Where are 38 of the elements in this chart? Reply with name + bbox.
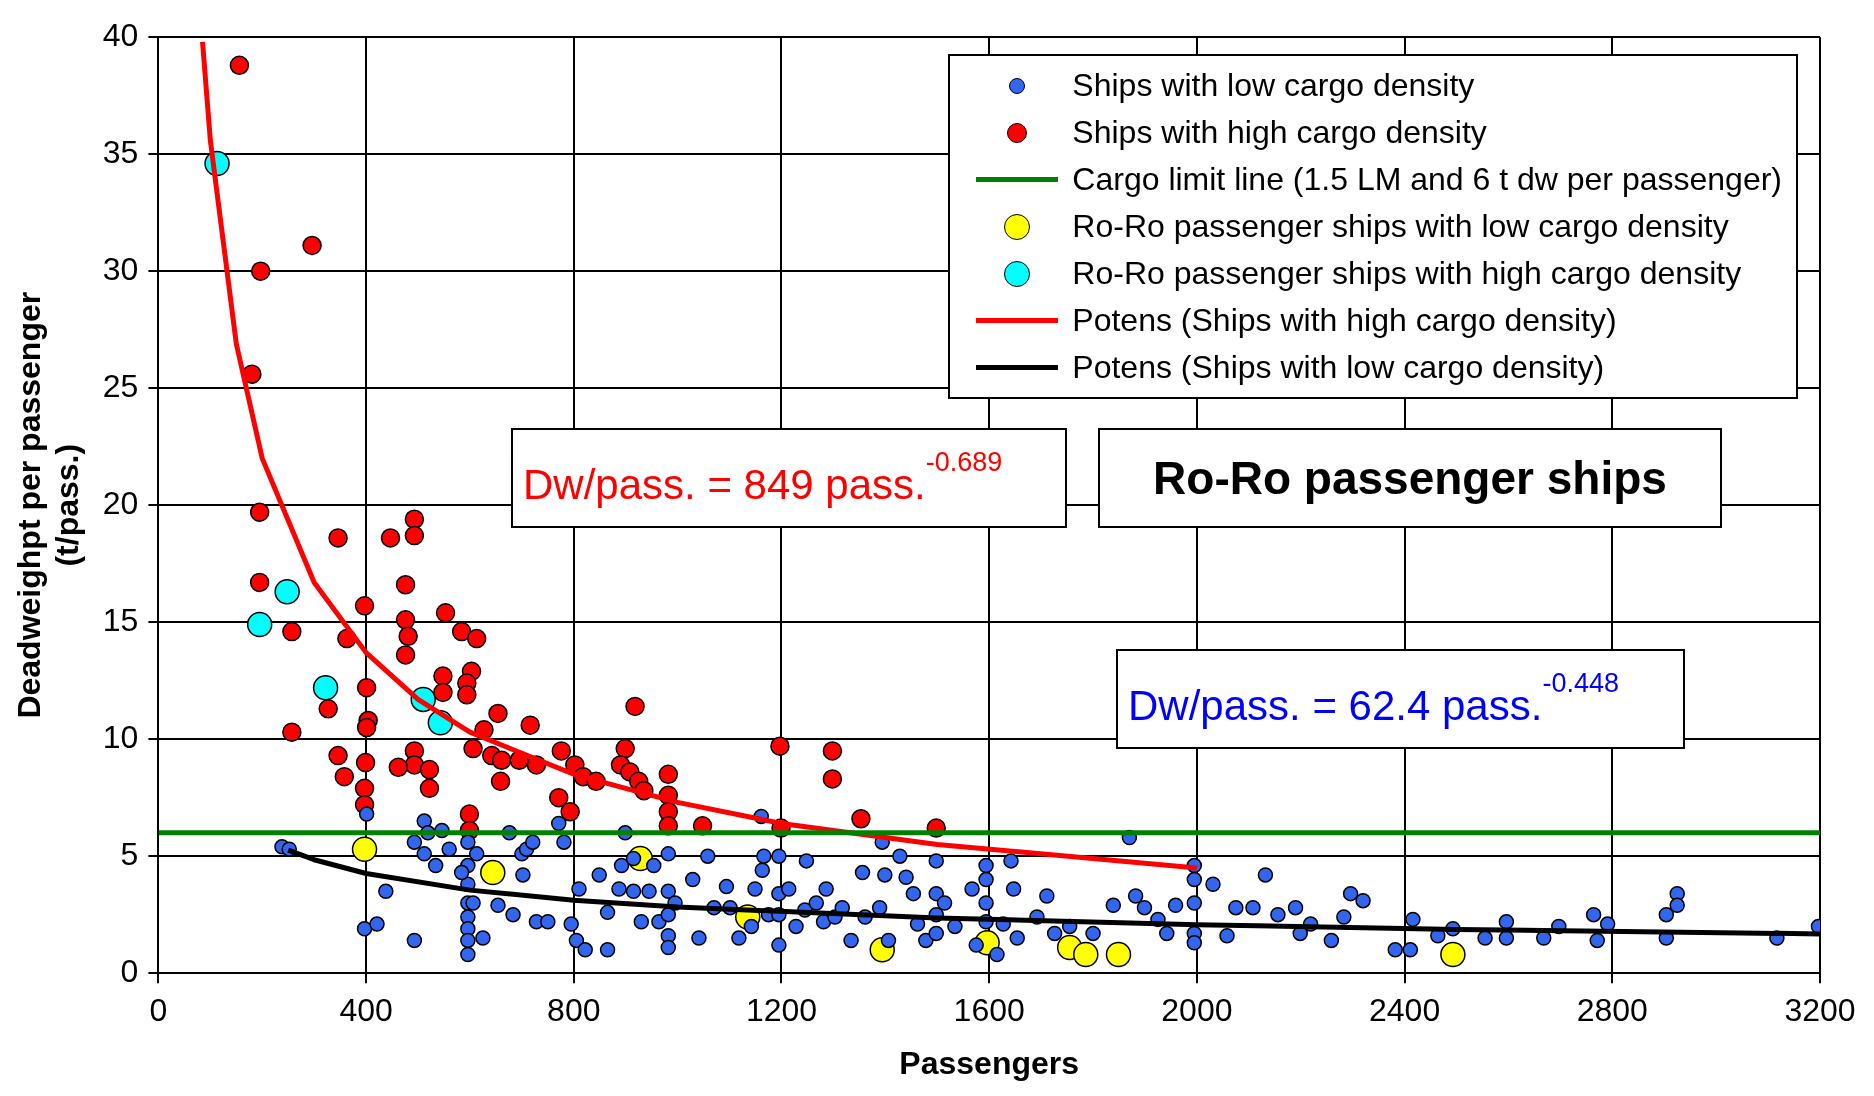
legend-label: Cargo limit line (1.5 LM and 6 t dw per passenger) bbox=[1072, 160, 1782, 199]
legend-label: Potens (Ships with low cargo density) bbox=[1072, 348, 1605, 387]
legend-label: Ships with high cargo density bbox=[1072, 113, 1487, 152]
y-tick-label: 10 bbox=[102, 719, 139, 756]
point bbox=[1073, 941, 1099, 968]
text: Ro-Ro passenger ships bbox=[1098, 428, 1722, 528]
x-tick-label: 3200 bbox=[1784, 992, 1856, 1029]
x-tick-label: 1200 bbox=[745, 992, 818, 1029]
x-tick-label: 800 bbox=[547, 992, 601, 1029]
point bbox=[246, 611, 273, 638]
point bbox=[274, 579, 300, 605]
x-tick-label: 0 bbox=[149, 992, 168, 1029]
y-tick-label: 30 bbox=[102, 251, 139, 288]
legend-label: Potens (Ships with high cargo density) bbox=[1072, 301, 1617, 340]
legend-label: Ro-Ro passenger ships with low cargo density bbox=[1072, 207, 1729, 246]
x-tick-label: 400 bbox=[339, 992, 393, 1029]
point bbox=[351, 836, 378, 862]
point bbox=[312, 674, 339, 701]
annotation: Dw/pass. = 849 pass.$^{-0.689}$ bbox=[523, 447, 1003, 509]
point bbox=[1440, 941, 1466, 968]
x-tick-label: 2400 bbox=[1369, 992, 1441, 1029]
legend-label: Ro-Ro passenger ships with high cargo density bbox=[1072, 254, 1742, 293]
legend-label: Ships with low cargo density bbox=[1072, 66, 1475, 105]
x-tick-label: 2800 bbox=[1576, 992, 1648, 1029]
x-tick-label: 2000 bbox=[1161, 992, 1233, 1029]
point bbox=[480, 859, 506, 886]
y-tick-label: 15 bbox=[102, 602, 139, 639]
y-tick-label: 25 bbox=[102, 368, 139, 405]
point bbox=[1105, 941, 1132, 968]
annotation: Dw/pass. = 62.4 pass.$^{-0.448}$ bbox=[1128, 668, 1619, 730]
x-tick-label: 1600 bbox=[953, 992, 1025, 1029]
y-tick-label: 40 bbox=[102, 17, 139, 54]
y-tick-label: 5 bbox=[120, 836, 139, 873]
y-tick-label: 35 bbox=[102, 134, 139, 171]
y-tick-label: 0 bbox=[120, 953, 139, 990]
y-tick-label: 20 bbox=[102, 485, 139, 522]
x-axis-title: Passengers bbox=[899, 1044, 1080, 1081]
y-axis-title: Deadweighpt per passenger (t/pass.) bbox=[11, 291, 86, 719]
